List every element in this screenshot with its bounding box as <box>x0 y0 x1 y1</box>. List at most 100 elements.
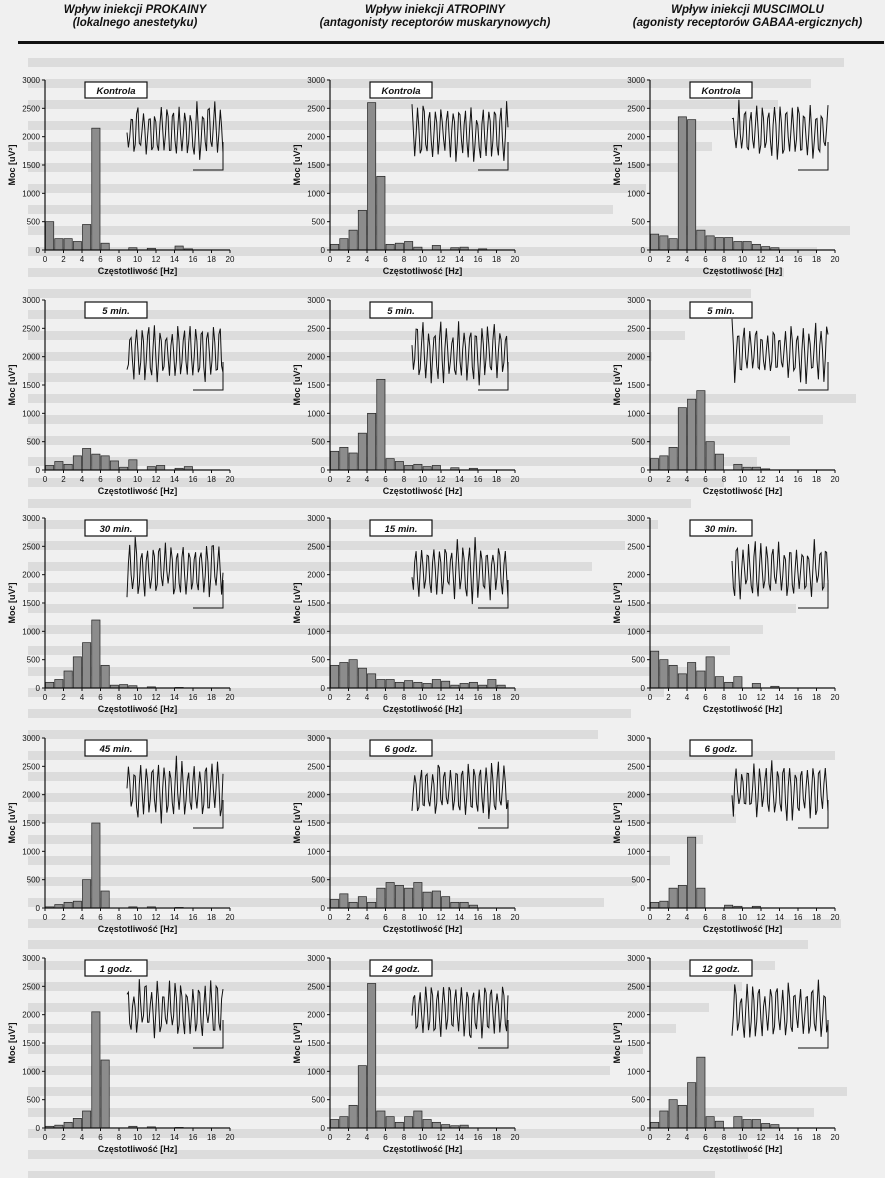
background-text-line <box>28 919 841 928</box>
bar <box>376 175 386 251</box>
bar <box>357 896 367 909</box>
x-tick-label: 12 <box>437 255 446 264</box>
eeg-trace <box>731 760 829 821</box>
bar <box>487 679 497 689</box>
spectrum-chart: Moc [uV²] 0 500 1000 1500 2000 2500 3000 0 2 4 6 8 10… <box>612 296 840 496</box>
background-text-line <box>28 898 604 907</box>
y-axis-label: Moc [uV²] <box>612 365 622 406</box>
bar <box>367 901 377 909</box>
bar <box>376 887 386 909</box>
y-tick-label: 1500 <box>307 599 325 608</box>
bar <box>394 461 404 471</box>
y-tick-label: 3000 <box>627 954 645 963</box>
y-tick-label: 1500 <box>627 1039 645 1048</box>
bar <box>422 1119 432 1129</box>
bar <box>714 1120 724 1129</box>
column-header-subtitle: (lokalnego anestetyku) <box>72 17 198 29</box>
x-tick-label: 12 <box>152 1133 161 1142</box>
y-tick-label: 0 <box>321 246 326 255</box>
y-tick-label: 0 <box>641 246 646 255</box>
x-tick-label: 2 <box>346 913 351 922</box>
y-axis-label: Moc [uV²] <box>7 145 17 186</box>
bar <box>100 664 110 689</box>
x-tick-label: 0 <box>648 255 653 264</box>
y-tick-label: 2500 <box>627 104 645 113</box>
bar <box>705 1116 715 1129</box>
bar <box>404 680 414 689</box>
bar <box>687 119 697 251</box>
x-tick-label: 4 <box>685 475 690 484</box>
x-axis-label: Częstotliwość [Hz] <box>98 266 178 276</box>
y-tick-label: 2000 <box>22 571 40 580</box>
bar <box>63 463 73 471</box>
bar <box>413 681 423 689</box>
bar <box>339 446 349 471</box>
bar <box>45 681 55 689</box>
y-tick-label: 1000 <box>307 847 325 856</box>
y-tick-label: 0 <box>321 684 326 693</box>
y-tick-label: 0 <box>36 466 41 475</box>
x-axis-label: Częstotliwość [Hz] <box>383 704 463 714</box>
x-tick-label: 0 <box>328 475 333 484</box>
background-text-line <box>28 1171 715 1178</box>
background-text-line <box>28 394 856 403</box>
eeg-trace <box>731 979 829 1038</box>
y-tick-label: 1500 <box>627 381 645 390</box>
bar <box>431 679 441 689</box>
bar <box>63 238 73 251</box>
x-tick-label: 6 <box>703 255 708 264</box>
x-tick-label: 8 <box>117 255 122 264</box>
x-tick-label: 18 <box>207 913 216 922</box>
background-text-line <box>28 352 652 361</box>
bar <box>441 680 451 689</box>
bar <box>733 463 743 471</box>
bar <box>659 455 669 471</box>
x-axis-label: Częstotliwość [Hz] <box>383 266 463 276</box>
x-tick-label: 2 <box>666 693 671 702</box>
timepoint-label-box <box>84 959 148 977</box>
y-tick-label: 500 <box>632 876 646 885</box>
bar <box>677 1104 687 1129</box>
bar <box>330 899 340 909</box>
column-header-muscimol: Wpływ iniekcji MUSCIMOLU (agonisty recep… <box>610 4 885 30</box>
timepoint-label: 6 godz. <box>705 744 738 755</box>
timepoint-label-box <box>689 301 753 319</box>
x-tick-label: 8 <box>722 693 727 702</box>
timepoint-label-box <box>84 739 148 757</box>
bar <box>742 1119 752 1129</box>
x-tick-label: 6 <box>703 1133 708 1142</box>
timepoint-label-box <box>84 519 148 537</box>
y-tick-label: 1000 <box>22 627 40 636</box>
bar <box>72 455 82 471</box>
bar <box>705 441 715 471</box>
y-tick-label: 2000 <box>307 791 325 800</box>
x-tick-label: 4 <box>685 255 690 264</box>
scale-bar <box>478 800 509 829</box>
x-tick-label: 2 <box>61 475 66 484</box>
y-tick-label: 0 <box>36 246 41 255</box>
bar <box>394 242 404 251</box>
column-header-atropina: Wpływ iniekcji ATROPINY (antagonisty rec… <box>280 4 590 30</box>
spectrum-chart: Moc [uV²] 0 500 1000 1500 2000 2500 3000 0 2 4 6 8 10… <box>7 954 235 1154</box>
timepoint-label-box <box>84 81 148 99</box>
background-text-line <box>28 205 613 214</box>
y-tick-label: 500 <box>27 656 41 665</box>
bar <box>687 1082 697 1129</box>
bar <box>431 465 441 471</box>
timepoint-label-box <box>369 959 433 977</box>
x-tick-label: 10 <box>738 693 747 702</box>
background-text-line <box>28 688 664 697</box>
x-tick-label: 16 <box>189 913 198 922</box>
y-tick-label: 500 <box>27 218 41 227</box>
x-tick-label: 10 <box>738 255 747 264</box>
y-tick-label: 1000 <box>307 1067 325 1076</box>
bar <box>82 879 92 909</box>
x-tick-label: 0 <box>648 1133 653 1142</box>
x-tick-label: 0 <box>43 255 48 264</box>
y-tick-label: 3000 <box>307 76 325 85</box>
background-text-line <box>28 541 625 550</box>
spectrum-chart: Moc [uV²] 0 500 1000 1500 2000 2500 3000 0 2 4 6 8 10… <box>292 76 520 276</box>
x-tick-label: 10 <box>133 1133 142 1142</box>
x-tick-label: 6 <box>98 1133 103 1142</box>
x-tick-label: 12 <box>437 693 446 702</box>
